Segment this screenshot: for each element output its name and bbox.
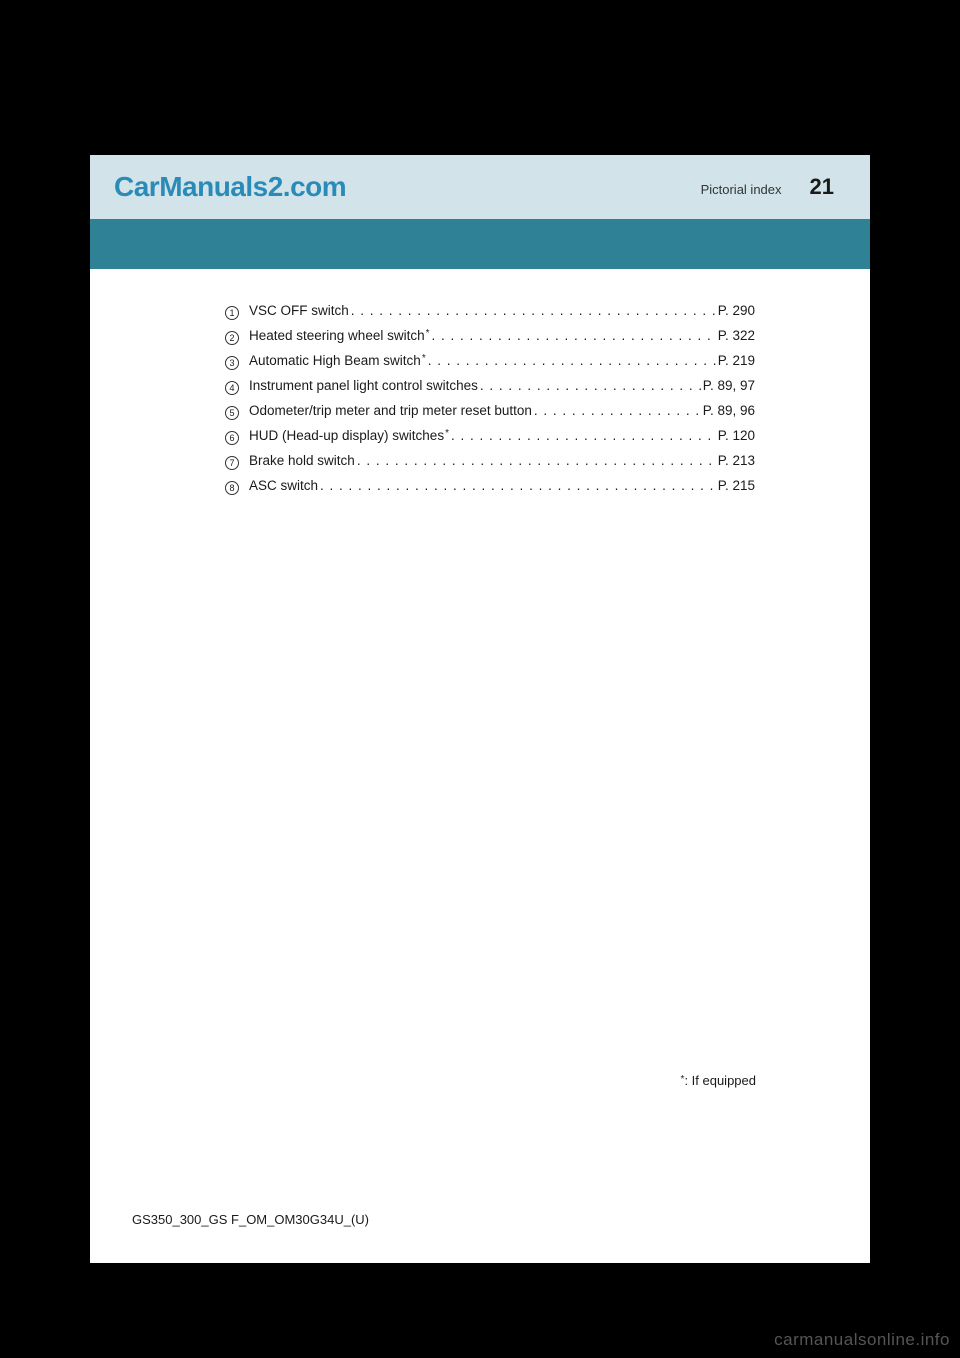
page-reference: P. 215 bbox=[718, 478, 755, 493]
index-item-label-text: ASC switch bbox=[249, 478, 318, 493]
site-watermark: carmanualsonline.info bbox=[774, 1330, 950, 1350]
page-reference: P. 290 bbox=[718, 303, 755, 318]
index-item-label: Automatic High Beam switch* bbox=[249, 353, 426, 368]
leader-dots bbox=[534, 403, 701, 418]
circled-number-icon: 1 bbox=[225, 306, 239, 320]
header-band: CarManuals2.com Pictorial index 21 bbox=[90, 155, 870, 219]
circled-number-icon: 6 bbox=[225, 431, 239, 445]
circled-number-icon: 3 bbox=[225, 356, 239, 370]
asterisk-icon: * bbox=[445, 428, 449, 439]
index-row: 3 Automatic High Beam switch* P. 219 bbox=[225, 353, 755, 369]
index-item-label-text: HUD (Head-up display) switches bbox=[249, 428, 444, 443]
watermark-logo: CarManuals2.com bbox=[114, 171, 346, 203]
leader-dots bbox=[432, 328, 716, 343]
footnote: *: If equipped bbox=[680, 1073, 756, 1088]
circled-number-icon: 2 bbox=[225, 331, 239, 345]
asterisk-icon: * bbox=[426, 328, 430, 339]
index-row: 2 Heated steering wheel switch* P. 322 bbox=[225, 328, 755, 344]
document-code: GS350_300_GS F_OM_OM30G34U_(U) bbox=[132, 1212, 369, 1227]
index-item-label-text: Instrument panel light control switches bbox=[249, 378, 478, 393]
index-item-label-text: Brake hold switch bbox=[249, 453, 355, 468]
index-row: 6 HUD (Head-up display) switches* P. 120 bbox=[225, 428, 755, 444]
index-row: 4 Instrument panel light control switches… bbox=[225, 378, 755, 394]
index-item-label-text: Heated steering wheel switch bbox=[249, 328, 425, 343]
leader-dots bbox=[480, 378, 701, 393]
header-right: Pictorial index 21 bbox=[701, 174, 834, 200]
page-reference: P. 219 bbox=[718, 353, 755, 368]
circled-number-icon: 8 bbox=[225, 481, 239, 495]
leader-dots bbox=[320, 478, 716, 493]
circled-number-icon: 4 bbox=[225, 381, 239, 395]
index-item-label: Instrument panel light control switches bbox=[249, 378, 478, 393]
section-title: Pictorial index bbox=[701, 182, 782, 197]
index-item-label: ASC switch bbox=[249, 478, 318, 493]
index-row: 5 Odometer/trip meter and trip meter rese… bbox=[225, 403, 755, 419]
index-row: 1 VSC OFF switch P. 290 bbox=[225, 303, 755, 319]
asterisk-icon: * bbox=[422, 353, 426, 364]
index-item-label: Odometer/trip meter and trip meter reset… bbox=[249, 403, 532, 418]
index-item-label: VSC OFF switch bbox=[249, 303, 349, 318]
index-item-label-text: Automatic High Beam switch bbox=[249, 353, 421, 368]
index-item-label-text: Odometer/trip meter and trip meter reset… bbox=[249, 403, 532, 418]
index-content: 1 VSC OFF switch P. 290 2 Heated steering wh… bbox=[225, 303, 755, 503]
index-item-label: Brake hold switch bbox=[249, 453, 355, 468]
page-reference: P. 213 bbox=[718, 453, 755, 468]
leader-dots bbox=[428, 353, 716, 368]
circled-number-icon: 7 bbox=[225, 456, 239, 470]
index-item-label-text: VSC OFF switch bbox=[249, 303, 349, 318]
page-reference: P. 89, 97 bbox=[703, 378, 755, 393]
index-item-label: Heated steering wheel switch* bbox=[249, 328, 430, 343]
page-number: 21 bbox=[810, 174, 834, 200]
page-reference: P. 322 bbox=[718, 328, 755, 343]
circled-number-icon: 5 bbox=[225, 406, 239, 420]
index-row: 7 Brake hold switch P. 213 bbox=[225, 453, 755, 469]
teal-band bbox=[90, 219, 870, 269]
manual-page: CarManuals2.com Pictorial index 21 1 VSC … bbox=[90, 155, 870, 1263]
asterisk-icon: * bbox=[681, 1074, 685, 1085]
leader-dots bbox=[357, 453, 716, 468]
page-reference: P. 89, 96 bbox=[703, 403, 755, 418]
index-item-label: HUD (Head-up display) switches* bbox=[249, 428, 449, 443]
index-row: 8 ASC switch P. 215 bbox=[225, 478, 755, 494]
leader-dots bbox=[351, 303, 716, 318]
leader-dots bbox=[451, 428, 716, 443]
footnote-text: : If equipped bbox=[684, 1073, 756, 1088]
page-reference: P. 120 bbox=[718, 428, 755, 443]
